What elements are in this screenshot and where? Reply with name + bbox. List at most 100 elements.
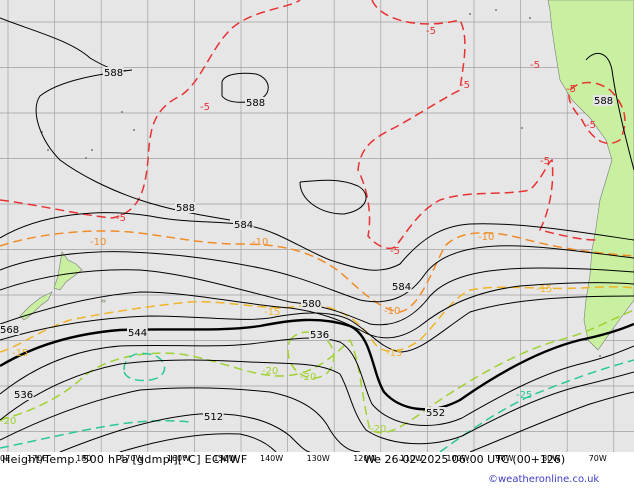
lon-label: 80W [542, 454, 560, 463]
height-label-bg [391, 281, 412, 292]
lon-label: 180 [76, 454, 91, 463]
height-label-bg [301, 298, 322, 309]
lon-label: 110W [400, 454, 423, 463]
temp-label: -15 [536, 284, 552, 295]
temp-label: -15 [12, 348, 28, 359]
height-label: 580 [302, 299, 321, 310]
temperature-labels: -5 -5 -5 -5 -5 -5 -5 -5 -5 -10 -10 -10 -10 -15 -15 -15 -… [0, 26, 596, 435]
chatham-island [101, 299, 106, 303]
contour-580 [0, 245, 634, 303]
height-label: 588 [594, 96, 613, 107]
height-contours [0, 17, 634, 453]
contour-544-thick [0, 318, 634, 411]
temp-label: -15 [386, 348, 402, 359]
height-label-bg [103, 67, 124, 78]
lon-label: 130W [307, 454, 330, 463]
height-label-bg [233, 219, 254, 230]
isotherm-minus5-east [357, 0, 597, 250]
contour-504 [119, 433, 277, 453]
temp-label: -5 [566, 84, 576, 95]
height-label-bg [0, 324, 20, 335]
lon-label: 170E [27, 454, 47, 463]
height-label: 584 [392, 282, 411, 293]
credit-link[interactable]: ©weatheronline.co.uk [488, 474, 600, 485]
map-title: Height/Temp. 500 hPa [gdmpl][°C] ECMWF [2, 453, 248, 466]
height-label-bg [593, 95, 614, 106]
height-label-bg [127, 327, 148, 338]
height-label: 544 [128, 328, 147, 339]
lon-label: 140W [260, 454, 283, 463]
temp-label: -5 [530, 60, 540, 71]
temp-label: -20 [0, 416, 16, 427]
lon-label: 90W [496, 454, 514, 463]
contour-520 [0, 387, 634, 453]
temp-label: -15 [264, 307, 280, 318]
island-dots [41, 9, 601, 357]
new-zealand-south [19, 291, 53, 321]
height-label-bg [245, 97, 266, 108]
height-labels: 588 588 588 588 584 584 580 568 544 536 536 512 552 [0, 67, 614, 423]
height-label-bg [13, 389, 34, 400]
isotherm-minus5-west [0, 0, 301, 219]
new-zealand-north [53, 251, 83, 291]
contour-560 [0, 295, 634, 353]
height-label: 536 [14, 390, 33, 401]
temp-label: -10 [384, 306, 400, 317]
land [19, 0, 634, 351]
height-label: 512 [204, 412, 223, 423]
lon-label: 170W [120, 454, 143, 463]
contour-588-andes [585, 52, 634, 171]
temp-label: -5 [540, 156, 550, 167]
lon-label: 70W [589, 454, 607, 463]
height-label: 552 [426, 408, 445, 419]
temp-label: -5 [390, 246, 400, 257]
height-label: 588 [246, 98, 265, 109]
height-label-bg [203, 411, 224, 422]
contour-588-cell [221, 72, 269, 103]
height-label: 568 [0, 325, 19, 336]
height-label-bg [425, 407, 446, 418]
contour-512 [59, 413, 311, 453]
height-label: 588 [104, 68, 123, 79]
lon-label: 100W [446, 454, 469, 463]
isotherm-minus10 [0, 230, 634, 313]
temp-label: -5 [200, 102, 210, 113]
isotherm-minus15 [0, 286, 634, 353]
temp-label: -5 [426, 26, 436, 37]
isotherm-minus5-andes [568, 81, 626, 145]
temp-label: -5 [116, 213, 126, 224]
contour-528 [0, 359, 634, 445]
temp-label: -10 [90, 237, 106, 248]
temp-label: -20 [370, 424, 386, 435]
contour-584 [0, 212, 634, 271]
temp-label: -25 [516, 390, 532, 401]
valid-time: We 26-02-2025 06:00 UTC (00+126) [364, 453, 566, 466]
lat-lon-grid [0, 0, 634, 452]
contour-588-east [299, 179, 367, 215]
temp-label: -20 [262, 366, 278, 377]
temp-label: -5 [586, 120, 596, 131]
temp-label: -5 [460, 80, 470, 91]
lon-label: 150W [213, 454, 236, 463]
height-label: 536 [310, 330, 329, 341]
footer-background [0, 452, 634, 490]
height-label-bg [309, 329, 330, 340]
height-label: 588 [176, 203, 195, 214]
lon-label: 120W [353, 454, 376, 463]
temp-label: -20 [300, 372, 316, 383]
isotherm-minus25-cell [123, 352, 166, 382]
height-label-bg [175, 202, 196, 213]
south-america-land [547, 0, 634, 351]
temp-label: -10 [252, 237, 268, 248]
isotherm-minus20 [0, 309, 634, 434]
isotherms [0, 0, 634, 453]
lon-label: 160W [167, 454, 190, 463]
contour-536 [0, 337, 634, 427]
longitude-labels: 0E 170E 180 170W 160W 150W 140W 130W 120W 110W 100… [0, 454, 607, 463]
temp-label: -10 [478, 232, 494, 243]
height-label: 584 [234, 220, 253, 231]
lon-label: 0E [0, 454, 10, 463]
contour-576 [0, 267, 634, 326]
